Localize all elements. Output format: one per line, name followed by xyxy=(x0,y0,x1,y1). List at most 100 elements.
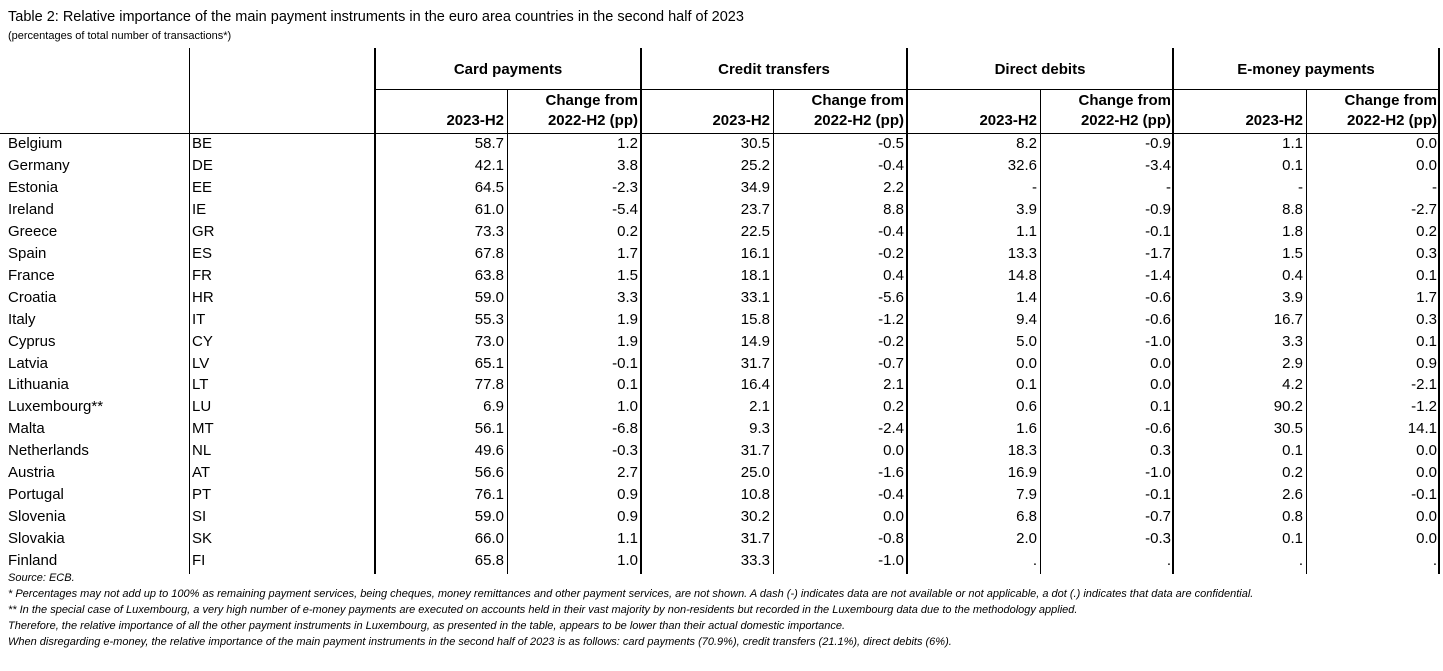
table-cell-value: 3.9 xyxy=(1282,288,1303,306)
table-cell-value: . xyxy=(1032,552,1037,570)
table-cell-value: -0.6 xyxy=(1145,288,1171,306)
table-cell-value: 73.0 xyxy=(474,332,504,350)
table-cell-value: 23.7 xyxy=(740,200,770,218)
country-code: LU xyxy=(192,398,212,416)
group-header-credit-transfers: Credit transfers xyxy=(718,60,830,78)
table-cell-value: 3.8 xyxy=(617,156,638,174)
footnote: * Percentages may not add up to 100% as … xyxy=(8,588,1254,600)
table-cell-value: 0.6 xyxy=(1016,398,1037,416)
table-cell-value: -0.4 xyxy=(878,156,904,174)
country-name: Ireland xyxy=(8,200,54,218)
subheader-change: Change from 2022-H2 (pp) xyxy=(545,92,638,129)
table-cell-value: 6.9 xyxy=(483,398,504,416)
group-header-card-payments: Card payments xyxy=(453,60,563,78)
table-cell-value: 63.8 xyxy=(474,266,504,284)
table-cell-value: -0.2 xyxy=(878,332,904,350)
table-cell-value: -0.5 xyxy=(878,135,904,152)
group-header-direct-debits: Direct debits xyxy=(994,60,1086,78)
table-cell-value: 3.3 xyxy=(1282,332,1303,350)
table-cell-value: -3.4 xyxy=(1145,156,1171,174)
country-name: Italy xyxy=(8,310,36,328)
table-cell-value: 14.1 xyxy=(1407,420,1437,438)
table-cell-value: 76.1 xyxy=(474,486,504,504)
table-cell-value: 0.3 xyxy=(1416,310,1437,328)
table-cell-value: -1.0 xyxy=(1145,464,1171,482)
country-name: Slovakia xyxy=(8,530,65,548)
table-cell-value: -2.3 xyxy=(612,178,638,196)
table-cell-value: -6.8 xyxy=(612,420,638,438)
table-cell-value: 0.0 xyxy=(883,442,904,460)
subheader-change: Change from 2022-H2 (pp) xyxy=(811,92,904,129)
country-code: MT xyxy=(192,420,214,438)
table-cell-value: 33.3 xyxy=(740,552,770,570)
grid-line-vertical xyxy=(1306,90,1307,574)
table-cell-value: 0.1 xyxy=(1282,530,1303,548)
table-cell-value: 0.1 xyxy=(1016,376,1037,394)
table-cell-value: - xyxy=(1032,178,1037,196)
country-code: AT xyxy=(192,464,211,482)
table-cell-value: -0.7 xyxy=(1145,508,1171,526)
table-cell-value: 0.2 xyxy=(617,222,638,240)
subheader-period: 2023-H2 xyxy=(712,112,770,129)
subheader-period: 2023-H2 xyxy=(1245,112,1303,129)
table-cell-value: 64.5 xyxy=(474,178,504,196)
table-cell-value: 1.9 xyxy=(617,310,638,328)
table-cell-value: -0.1 xyxy=(1145,222,1171,240)
country-code: LV xyxy=(192,354,210,372)
table-cell-value: -0.8 xyxy=(878,530,904,548)
table-cell-value: 59.0 xyxy=(474,508,504,526)
table-cell-value: -0.7 xyxy=(878,354,904,372)
table-cell-value: -2.7 xyxy=(1411,200,1437,218)
table-cell-value: . xyxy=(1432,552,1437,570)
table-cell-value: -1.0 xyxy=(1145,332,1171,350)
table-cell-value: 0.0 xyxy=(1416,135,1437,152)
country-code: BE xyxy=(192,135,213,152)
country-name: Portugal xyxy=(8,486,64,504)
table-cell-value: -2.1 xyxy=(1411,376,1437,394)
table-cell-value: 31.7 xyxy=(740,530,770,548)
country-code: CY xyxy=(192,332,213,350)
country-name: Malta xyxy=(8,420,45,438)
table-cell-value: 0.0 xyxy=(1150,354,1171,372)
grid-line-vertical xyxy=(773,90,774,574)
table-cell-value: 25.2 xyxy=(740,156,770,174)
table-cell-value: 0.0 xyxy=(1416,508,1437,526)
table-cell-value: 9.3 xyxy=(749,420,770,438)
table-cell-value: -0.3 xyxy=(1145,530,1171,548)
subheader-period: 2023-H2 xyxy=(979,112,1037,129)
table-cell-value: 18.1 xyxy=(740,266,770,284)
table-cell-value: 10.8 xyxy=(740,486,770,504)
table-cell-value: -0.1 xyxy=(1411,486,1437,504)
table-cell-value: 8.8 xyxy=(1282,200,1303,218)
table-cell-value: -1.7 xyxy=(1145,244,1171,262)
table-cell-value: 34.9 xyxy=(740,178,770,196)
grid-line-vertical xyxy=(1040,90,1041,574)
table-cell-value: 0.1 xyxy=(617,376,638,394)
country-name: Croatia xyxy=(8,288,57,306)
table-cell-value: -5.6 xyxy=(878,288,904,306)
table-cell-value: 1.7 xyxy=(617,244,638,262)
table-cell-value: -0.6 xyxy=(1145,420,1171,438)
table-cell-value: 3.3 xyxy=(617,288,638,306)
country-name: Latvia xyxy=(8,354,49,372)
table-cell-value: -1.0 xyxy=(878,552,904,570)
table-cell-value: 2.1 xyxy=(883,376,904,394)
table-cell-value: 2.1 xyxy=(749,398,770,416)
country-code: LT xyxy=(192,376,209,394)
country-code: IT xyxy=(192,310,206,328)
table-cell-value: -1.4 xyxy=(1145,266,1171,284)
table-cell-value: 0.0 xyxy=(883,508,904,526)
table-cell-value: 0.1 xyxy=(1282,442,1303,460)
table-cell-value: 0.9 xyxy=(617,486,638,504)
table-cell-value: -0.4 xyxy=(878,222,904,240)
table-cell-value: 18.3 xyxy=(1007,442,1037,460)
table-cell-value: 32.6 xyxy=(1007,156,1037,174)
table-cell-value: 7.9 xyxy=(1016,486,1037,504)
group-header-e-money-payments: E-money payments xyxy=(1237,60,1375,78)
country-name: Spain xyxy=(8,244,47,262)
table-cell-value: 0.0 xyxy=(1150,376,1171,394)
table-cell-value: 8.8 xyxy=(883,200,904,218)
table-cell-value: 59.0 xyxy=(474,288,504,306)
country-name: Estonia xyxy=(8,178,59,196)
country-name: Finland xyxy=(8,552,58,570)
